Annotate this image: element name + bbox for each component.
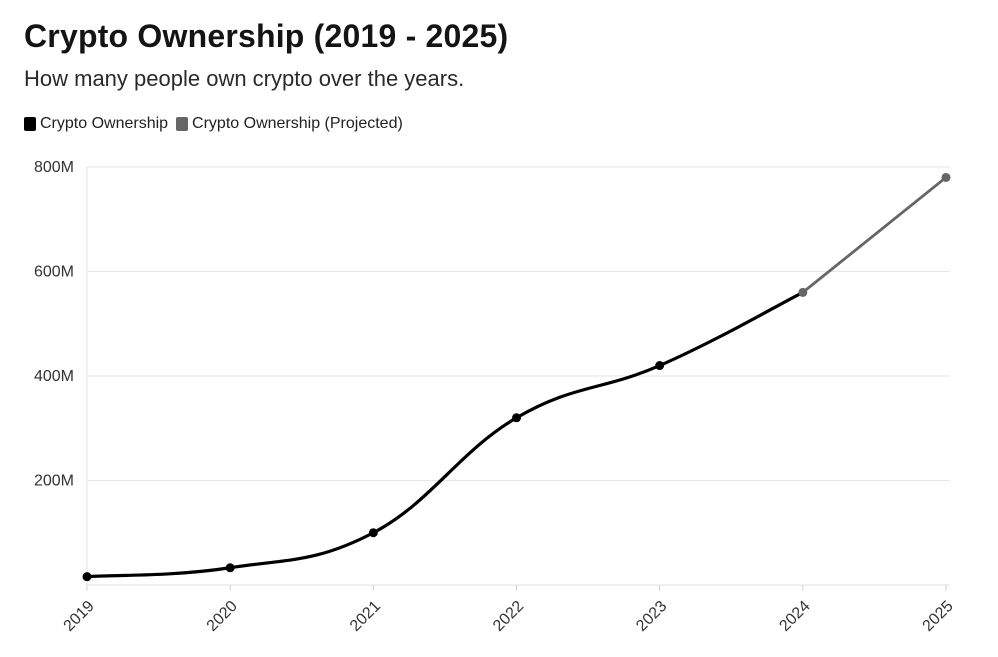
series-points: [82, 172, 951, 582]
y-tick-label: 200M: [34, 473, 74, 490]
chart-legend: Crypto Ownership Crypto Ownership (Proje…: [24, 115, 411, 133]
x-tick-label: 2020: [204, 598, 241, 635]
x-tick-label: 2021: [347, 598, 384, 635]
data-point-ownership[interactable]: [512, 413, 521, 423]
y-tick-label: 800M: [34, 159, 74, 176]
data-point-projected[interactable]: [941, 172, 951, 182]
legend-swatch-ownership: [24, 117, 36, 131]
data-point-ownership[interactable]: [655, 361, 665, 371]
legend-label-ownership: Crypto Ownership: [40, 115, 169, 132]
y-tick-label: 600M: [34, 264, 74, 281]
x-tick-label: 2023: [633, 598, 670, 635]
legend-swatch-projected: [176, 117, 189, 131]
data-point-ownership[interactable]: [368, 528, 378, 538]
x-tick-label: 2019: [61, 598, 98, 635]
legend-label-projected: Crypto Ownership (Projected): [192, 115, 403, 132]
chart-subtitle: How many people own crypto over the year…: [24, 66, 465, 91]
series-line-projected: [801, 176, 948, 294]
x-axis-ticks: 2019 2020 2021 2022 2023 2024 2025: [61, 585, 957, 635]
series-lines: [85, 176, 948, 579]
legend-item-projected[interactable]: Crypto Ownership (Projected): [176, 115, 403, 133]
y-axis-ticks: 200M 400M 600M 800M: [34, 159, 74, 490]
series-line-ownership: [85, 290, 805, 579]
legend-item-ownership[interactable]: Crypto Ownership: [24, 115, 168, 133]
x-tick-label: 2024: [776, 598, 813, 635]
gridlines: [86, 166, 950, 586]
x-tick-label: 2022: [490, 598, 527, 635]
data-point-ownership[interactable]: [82, 572, 92, 582]
y-tick-label: 400M: [34, 368, 74, 385]
x-tick-label: 2025: [920, 598, 957, 635]
data-point-ownership[interactable]: [225, 563, 235, 573]
data-point-projected[interactable]: [798, 287, 808, 297]
chart-title: Crypto Ownership (2019 - 2025): [24, 18, 509, 54]
